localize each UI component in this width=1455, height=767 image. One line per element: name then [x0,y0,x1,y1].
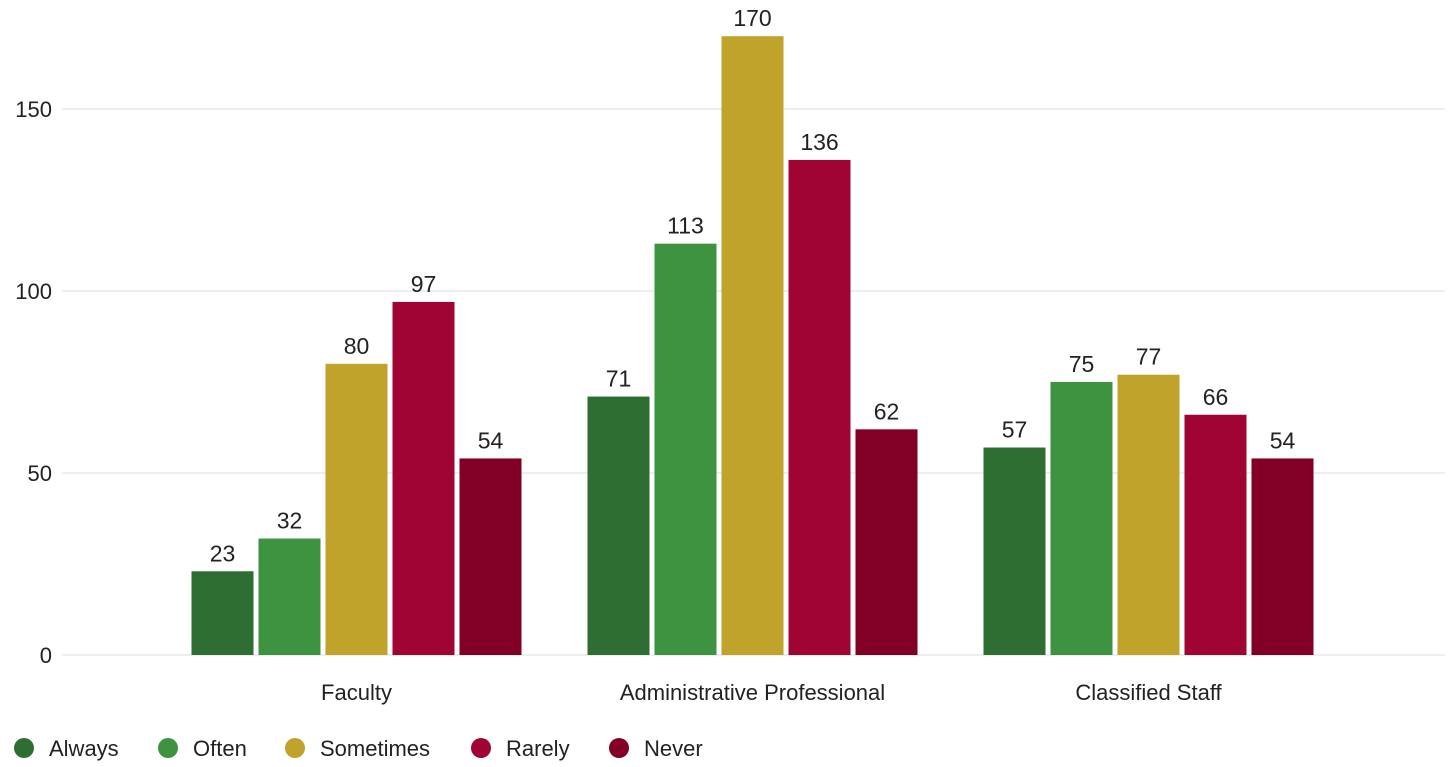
x-axis-category-labels: Faculty Administrative Professional Classi… [321,680,1223,705]
data-label-rarely-0: 97 [411,271,437,297]
data-label-always-0: 23 [210,540,236,566]
legend-marker-sometimes [285,738,305,758]
category-label-2: Classified Staff [1075,680,1222,705]
data-label-never-0: 54 [478,427,504,453]
legend-item-never[interactable]: Never [609,736,703,761]
legend-label-rarely: Rarely [506,736,570,761]
bar-often-1 [654,243,717,655]
legend-item-often[interactable]: Often [158,736,247,761]
legend-label-sometimes: Sometimes [320,736,430,761]
data-label-always-1: 71 [606,366,632,392]
bar-always-2 [983,447,1046,655]
bar-often-2 [1050,382,1113,655]
legend-marker-never [609,738,629,758]
legend-label-never: Never [644,736,703,761]
data-label-always-2: 57 [1002,417,1028,443]
legend-item-sometimes[interactable]: Sometimes [285,736,430,761]
y-tick-label-100: 100 [15,279,52,304]
bar-always-1 [587,396,650,655]
legend-item-always[interactable]: Always [14,736,119,761]
data-labels: 23 32 80 97 54 71 113 170 136 62 57 75 77 66 54 [210,5,1296,566]
bar-never-2 [1251,458,1314,655]
bar-rarely-1 [788,159,851,655]
data-label-rarely-1: 136 [800,129,838,155]
bars [191,36,1314,655]
data-label-sometimes-0: 80 [344,333,370,359]
data-label-sometimes-2: 77 [1136,344,1162,370]
data-label-often-2: 75 [1069,351,1095,377]
bar-often-0 [258,538,321,655]
data-label-never-2: 54 [1270,427,1296,453]
bar-sometimes-1 [721,36,784,655]
bar-never-0 [459,458,522,655]
legend-label-often: Often [193,736,247,761]
category-label-1: Administrative Professional [620,680,885,705]
category-label-0: Faculty [321,680,392,705]
y-axis-tick-labels: 0 50 100 150 [15,97,52,668]
data-label-often-0: 32 [277,508,303,534]
bar-sometimes-2 [1117,374,1180,655]
legend-marker-often [158,738,178,758]
data-label-often-1: 113 [667,213,704,239]
y-tick-label-0: 0 [40,643,52,668]
data-label-rarely-2: 66 [1203,384,1229,410]
bar-sometimes-0 [325,363,388,655]
legend-marker-always [14,738,34,758]
bar-never-1 [855,429,918,655]
bar-rarely-2 [1184,414,1247,655]
bar-rarely-0 [392,301,455,655]
legend-marker-rarely [471,738,491,758]
legend-item-rarely[interactable]: Rarely [471,736,570,761]
legend-label-always: Always [49,736,119,761]
y-tick-label-150: 150 [15,97,52,122]
data-label-sometimes-1: 170 [733,5,771,31]
y-tick-label-50: 50 [28,461,52,486]
data-label-never-1: 62 [874,398,900,424]
legend: Always Often Sometimes Rarely Never [14,736,703,761]
bar-always-0 [191,571,254,655]
